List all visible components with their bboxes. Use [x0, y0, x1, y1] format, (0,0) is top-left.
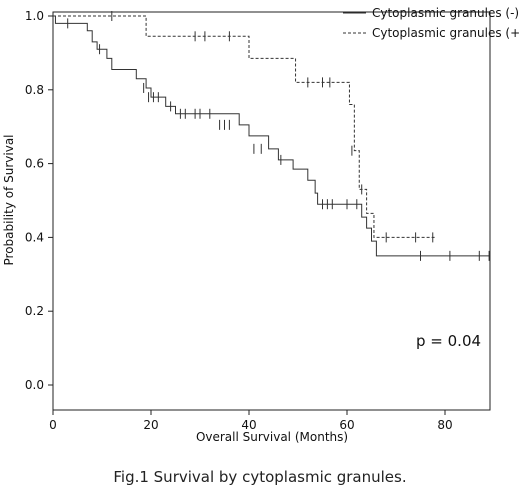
legend-label: Cytoplasmic granules (-) — [372, 6, 519, 20]
y-tick-label: 1.0 — [25, 9, 44, 23]
x-tick-label: 60 — [339, 418, 354, 432]
y-tick-label: 0.8 — [25, 83, 44, 97]
figure-caption: Fig.1 Survival by cytoplasmic granules. — [113, 468, 407, 486]
x-tick-label: 0 — [49, 418, 57, 432]
legend: Cytoplasmic granules (-) Cytoplasmic gran… — [343, 6, 520, 40]
plot-frame — [52, 11, 491, 411]
y-tick-label: 0.4 — [25, 230, 44, 244]
y-axis: 0.0 0.2 0.4 0.6 0.8 1.0 — [25, 9, 53, 392]
p-value-annotation: p = 0.04 — [416, 332, 481, 350]
x-axis: 0 20 40 60 80 — [49, 410, 453, 432]
y-tick-label: 0.6 — [25, 157, 44, 171]
x-tick-label: 40 — [241, 418, 256, 432]
y-tick-label: 0.0 — [25, 378, 44, 392]
y-axis-title: Probability of Survival — [2, 134, 16, 265]
legend-label: Cytoplasmic granules (+) — [372, 26, 520, 40]
survival-curve-positive — [53, 15, 436, 238]
x-tick-label: 80 — [437, 418, 452, 432]
survival-curve-negative — [53, 15, 490, 257]
y-tick-label: 0.2 — [25, 304, 44, 318]
plot-area — [52, 11, 491, 411]
x-tick-label: 20 — [143, 418, 158, 432]
x-axis-title: Overall Survival (Months) — [196, 430, 348, 444]
